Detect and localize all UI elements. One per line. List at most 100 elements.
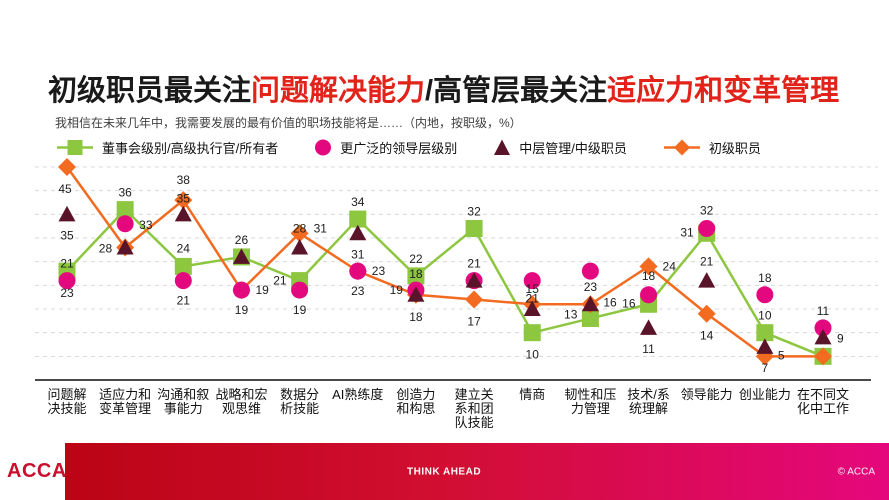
footer: ACCA THINK AHEAD © ACCA (0, 443, 889, 500)
data-label: 18 (758, 271, 772, 285)
circle-marker (349, 262, 367, 280)
legend-label: 更广泛的领导层级别 (340, 141, 458, 156)
triangle-marker (814, 328, 832, 345)
title-segment-dark-2: /高管层最关注 (425, 75, 608, 108)
triangle-marker (116, 238, 134, 255)
square-marker (174, 257, 192, 275)
data-label: 19 (235, 303, 249, 317)
data-label: 36 (118, 186, 132, 200)
category-label: 在不同文化中工作 (797, 387, 849, 416)
square-marker (349, 210, 367, 228)
diamond-marker (639, 257, 658, 276)
category-label: 战略和宏观思维 (215, 387, 267, 416)
data-label: 32 (467, 205, 481, 219)
circle-marker (814, 319, 832, 337)
triangle-marker (756, 338, 774, 354)
data-label: 7 (762, 361, 769, 375)
square-marker (756, 324, 774, 342)
circle-marker (174, 272, 192, 290)
data-label: 19 (255, 283, 269, 297)
circle-marker (58, 272, 76, 290)
data-label: 21 (526, 292, 540, 306)
triangle-marker (174, 205, 192, 222)
triangle-legend-marker (494, 139, 511, 155)
triangle-marker (291, 238, 309, 255)
data-label: 23 (351, 284, 365, 298)
data-label: 31 (351, 247, 365, 261)
data-label: 17 (467, 315, 481, 329)
category-label: 建立关系和团队技能 (455, 387, 494, 430)
data-label: 31 (680, 225, 694, 239)
circle-legend-marker (315, 139, 332, 156)
category-label: 韧性和压力管理 (564, 387, 616, 416)
square-marker (407, 267, 425, 285)
data-label: 18 (409, 310, 423, 324)
category-label: AI熟练度 (332, 387, 383, 402)
data-label: 19 (390, 283, 404, 297)
category-label: 技术/系统理解 (627, 387, 670, 416)
series-line (65, 166, 824, 358)
square-marker (581, 309, 599, 327)
data-label: 33 (139, 218, 153, 232)
data-label: 28 (99, 241, 113, 255)
data-label: 28 (293, 221, 307, 235)
category-label: 情商 (519, 387, 545, 402)
data-label: 32 (700, 204, 714, 218)
data-label: 18 (409, 267, 423, 281)
square-marker (523, 324, 541, 342)
title-segment-red-2: 适应力和变革管理 (607, 75, 840, 108)
data-label: 21 (700, 255, 714, 269)
square-marker (465, 220, 483, 238)
circle-marker (581, 262, 599, 280)
category-label: 创造力和构思 (396, 387, 435, 416)
data-label: 21 (273, 274, 287, 288)
data-label: 22 (409, 252, 423, 266)
triangle-marker (407, 286, 425, 302)
title-segment-dark-1: 初级职员最关注 (48, 75, 252, 108)
triangle-marker (523, 300, 541, 317)
legend-item: 初级职员 (663, 138, 761, 157)
data-label: 11 (817, 304, 830, 318)
data-label: 24 (663, 259, 677, 273)
data-label: 23 (584, 280, 598, 294)
data-label: 23 (60, 286, 74, 300)
skills-line-chart: 23 36 24 26 21 34 22 32 10 13 16 31 10 21 33 21 19 19 23 19… (35, 158, 878, 430)
circle-marker (116, 215, 134, 233)
page-title: 初级职员最关注问题解决能力/高管层最关注适应力和变革管理 (48, 67, 878, 109)
category-label: 适应力和变革管理 (99, 387, 151, 416)
data-label: 21 (60, 257, 74, 271)
title-segment-red-1: 问题解决能力 (251, 75, 426, 108)
data-label: 14 (700, 329, 714, 343)
data-label: 31 (314, 221, 328, 235)
circle-marker (640, 286, 658, 304)
data-label: 23 (372, 264, 386, 278)
series-line (66, 208, 824, 358)
footer-bar: THINK AHEAD © ACCA (65, 443, 889, 500)
triangle-marker (581, 295, 599, 312)
legend-label: 中层管理/中级职员 (519, 141, 627, 156)
category-label: 领导能力 (681, 387, 733, 402)
circle-marker (698, 220, 716, 238)
triangle-marker (465, 272, 483, 288)
category-label: 问题解决技能 (47, 387, 86, 416)
triangle-marker (640, 319, 658, 335)
diamond-marker (697, 304, 716, 323)
data-label: 19 (293, 303, 307, 317)
legend-item: 董事会级别/高级执行官/所有者 (56, 138, 278, 157)
triangle-marker (58, 205, 76, 222)
diamond-marker (58, 158, 76, 177)
data-label: 13 (564, 307, 578, 321)
circle-marker (232, 281, 250, 299)
square-legend-marker (57, 140, 93, 155)
diamond-legend-marker (663, 139, 700, 156)
data-label: 24 (177, 241, 191, 255)
triangle-marker (232, 248, 250, 264)
data-label: 45 (58, 182, 72, 196)
data-label: 16 (603, 295, 617, 309)
triangle-marker (698, 272, 716, 288)
circle-marker (523, 272, 541, 290)
chart-legend: 董事会级别/高级执行官/所有者 更广泛的领导层级别 中层管理/中级职员 初级职员 (56, 138, 761, 157)
legend-label: 董事会级别/高级执行官/所有者 (102, 141, 279, 156)
diamond-marker (465, 290, 484, 309)
